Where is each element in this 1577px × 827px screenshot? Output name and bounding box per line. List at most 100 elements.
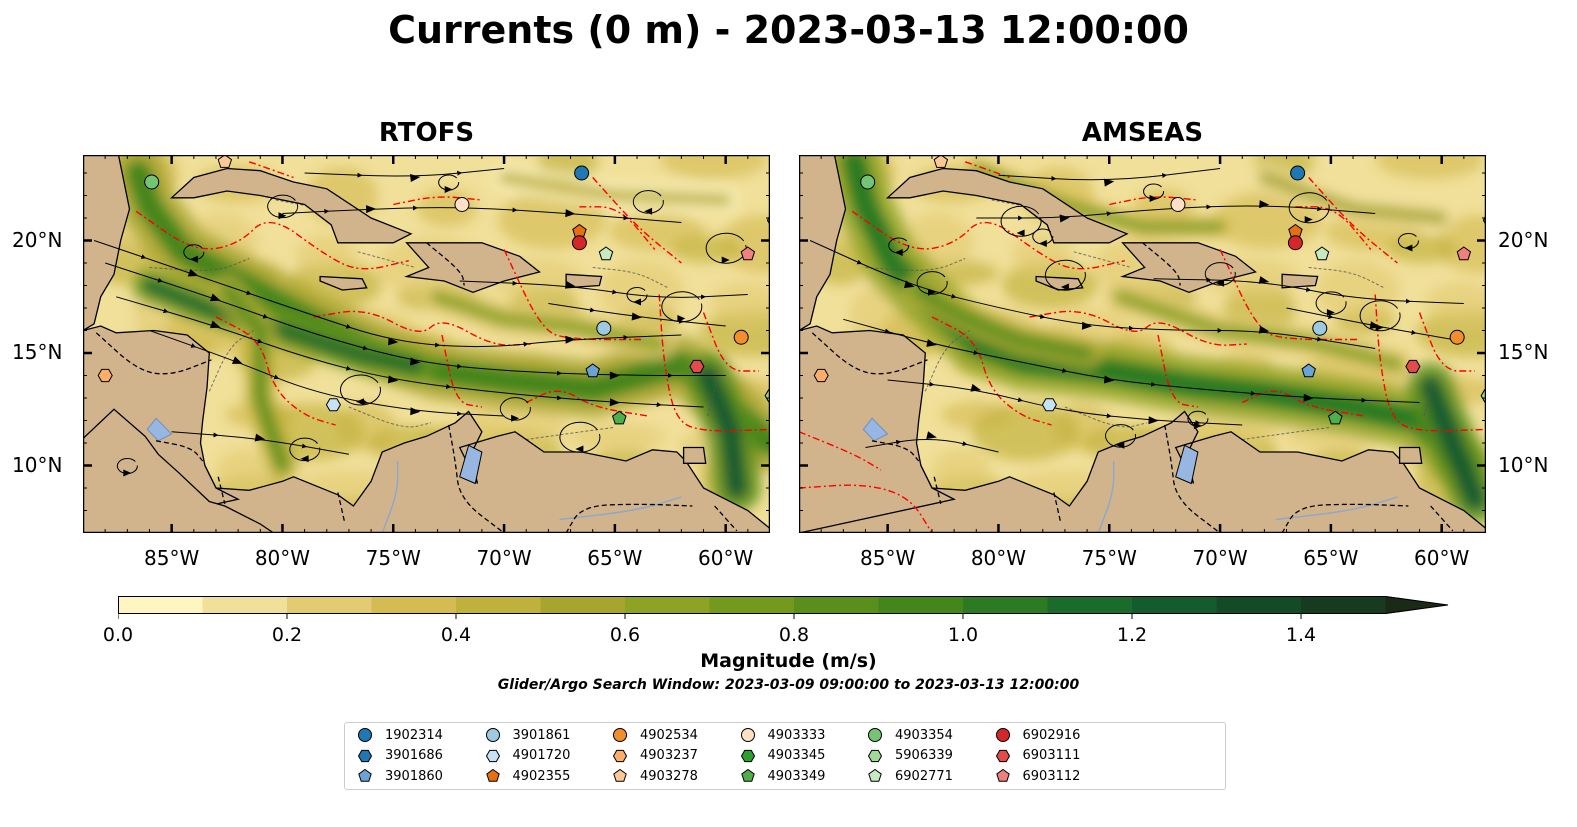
float-marker-3901861[interactable] [1312, 320, 1328, 336]
map-panel-rtofs[interactable] [83, 155, 770, 533]
float-marker-6903112[interactable] [1456, 246, 1472, 261]
float-marker-4903333[interactable] [1170, 197, 1186, 212]
land-cuba [885, 167, 1129, 244]
legend-item-4902534: 4902534 [612, 725, 698, 745]
legend-item-5906339: 5906339 [867, 746, 953, 766]
float-marker-6903112[interactable] [740, 246, 756, 261]
map-frame [83, 155, 770, 533]
hexagon-marker-icon [995, 749, 1010, 762]
legend-label: 3901860 [385, 768, 443, 784]
float-marker-4903354[interactable] [144, 174, 160, 190]
legend-label: 3901861 [512, 727, 571, 743]
pentagon-marker-icon [358, 768, 372, 782]
float-marker-3901860[interactable] [585, 363, 600, 378]
legend-label: 6903111 [1022, 748, 1081, 763]
x-tick-label: 70°W [1192, 546, 1248, 570]
land-yucatan [799, 155, 847, 332]
land-yucatan [83, 155, 131, 332]
pentagon-marker-icon [740, 768, 755, 782]
panel-title-amseas: AMSEAS [1081, 118, 1204, 148]
circle-marker-icon [613, 728, 627, 742]
x-tick-label: 70°W [476, 546, 532, 570]
land-cuba [169, 167, 413, 244]
float-marker-6902916[interactable] [571, 235, 587, 251]
float-marker-4903237[interactable] [813, 368, 829, 383]
float-marker-4901720[interactable] [325, 398, 341, 412]
colorbar-segment [540, 596, 626, 614]
float-legend: 1902314 3901686 3901860 3901861 4901720 49023… [344, 722, 1226, 790]
colorbar-segment [371, 596, 457, 614]
map-panel-amseas[interactable] [799, 155, 1486, 533]
legend-item-4903278: 4903278 [612, 766, 698, 786]
hexagon-marker-icon [357, 749, 373, 762]
float-marker-6902771[interactable] [1314, 246, 1330, 261]
float-markers [813, 155, 1486, 425]
colorbar-segment [1047, 596, 1133, 614]
colorbar-segment [287, 596, 372, 614]
x-tick-label: 65°W [587, 546, 643, 570]
float-marker-1902314[interactable] [1290, 165, 1306, 181]
float-marker-4903237[interactable] [97, 368, 113, 383]
float-marker-4903278[interactable] [217, 155, 233, 168]
legend-label: 4902534 [640, 727, 698, 743]
x-tick-label: 75°W [365, 546, 421, 570]
lake-maracaibo [1175, 444, 1199, 485]
legend-item-3901860: 3901860 [357, 766, 443, 786]
float-marker-4902534[interactable] [1449, 329, 1465, 345]
legend-label: 6902916 [1022, 727, 1081, 743]
colorbar-segment [1216, 596, 1302, 614]
colorbar-tick-label: 0.6 [609, 624, 641, 646]
legend-label: 4903278 [640, 768, 698, 784]
legend-label: 4902355 [512, 768, 571, 784]
legend-label: 6902771 [895, 768, 953, 784]
x-tick-label: 80°W [254, 546, 311, 570]
float-marker-4903349[interactable] [1328, 410, 1343, 425]
colorbar-tick-label: 1.0 [947, 624, 979, 646]
float-marker-1902314[interactable] [574, 165, 590, 181]
colorbar-extension [1385, 596, 1448, 614]
float-marker-4903354[interactable] [860, 174, 876, 190]
float-marker-6902916[interactable] [1287, 235, 1303, 251]
float-marker-4903333[interactable] [454, 197, 470, 212]
axis-ticks [83, 155, 770, 533]
float-marker-4903278[interactable] [933, 155, 949, 168]
pentagon-marker-icon [868, 768, 882, 782]
legend-item-4903345: 4903345 [740, 746, 825, 766]
hexagon-marker-icon [740, 749, 755, 762]
legend-label: 4903349 [767, 768, 826, 784]
legend-label: 3901686 [385, 748, 443, 763]
float-marker-6903111[interactable] [689, 359, 705, 374]
colorbar-segment [1132, 596, 1217, 614]
current-streamlines [809, 168, 1464, 453]
float-marker-6903111[interactable] [1405, 359, 1421, 374]
hexagon-marker-icon [485, 749, 500, 762]
colorbar-tick-label: 0.8 [778, 624, 810, 646]
current-streamlines [93, 168, 748, 477]
hexagon-marker-icon [612, 749, 628, 762]
legend-label: 5906339 [895, 748, 953, 763]
colorbar-segment [456, 596, 541, 614]
y-tick-label-right: 15°N [1498, 340, 1549, 364]
pentagon-marker-icon [485, 768, 500, 782]
float-marker-6902771[interactable] [598, 246, 614, 261]
float-marker-4903349[interactable] [612, 410, 627, 425]
legend-item-4903354: 4903354 [867, 725, 953, 745]
float-marker-4901720[interactable] [1041, 398, 1057, 412]
float-marker-3901861[interactable] [596, 320, 612, 336]
pentagon-marker-icon [995, 768, 1010, 782]
float-marker-4902534[interactable] [733, 329, 749, 345]
circle-marker-icon [868, 728, 882, 742]
y-tick-label-left: 20°N [12, 227, 63, 252]
legend-item-4903349: 4903349 [740, 766, 826, 786]
x-tick-label: 85°W [860, 546, 916, 570]
colorbar-segment [794, 596, 879, 614]
y-tick-label-right: 20°N [1498, 227, 1549, 252]
colorbar-segment [878, 596, 964, 614]
colorbar-segment [118, 596, 203, 614]
x-tick-label: 60°W [1414, 546, 1470, 570]
circle-marker-icon [995, 728, 1010, 742]
x-tick-label: 75°W [1081, 546, 1137, 570]
legend-label: 1902314 [385, 727, 443, 743]
float-marker-3901860[interactable] [1301, 363, 1316, 378]
y-tick-label-left: 15°N [12, 340, 63, 364]
